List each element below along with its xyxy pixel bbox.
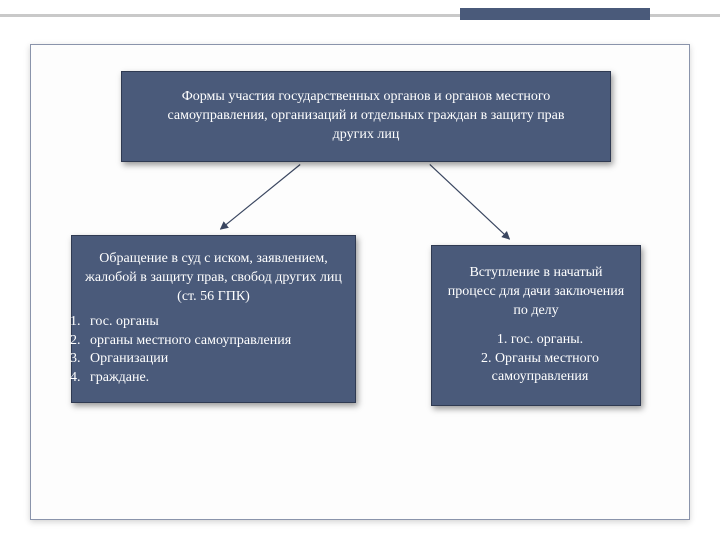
accent-bar [460,8,650,20]
list-item: гос. органы. [452,331,628,350]
left-box-intro: Обращение в суд с иском, заявлением, жал… [84,250,343,307]
top-box-text: Формы участия государственных органов и … [167,89,564,142]
right-box: Вступление в начатый процесс для дачи за… [431,245,641,406]
left-box: Обращение в суд с иском, заявлением, жал… [71,235,356,403]
top-box: Формы участия государственных органов и … [121,71,611,162]
left-box-list: гос. органы органы местного самоуправлен… [64,313,343,389]
list-item: гос. органы [84,313,343,332]
list-item: Органы местного самоуправления [452,350,628,388]
right-box-intro: Вступление в начатый процесс для дачи за… [444,264,628,321]
list-item: Организации [84,350,343,369]
right-box-list: гос. органы. Органы местного самоуправле… [452,331,628,388]
diagram-frame: Формы участия государственных органов и … [30,44,690,520]
list-item: органы местного самоуправления [84,332,343,351]
list-item: граждане. [84,369,343,388]
